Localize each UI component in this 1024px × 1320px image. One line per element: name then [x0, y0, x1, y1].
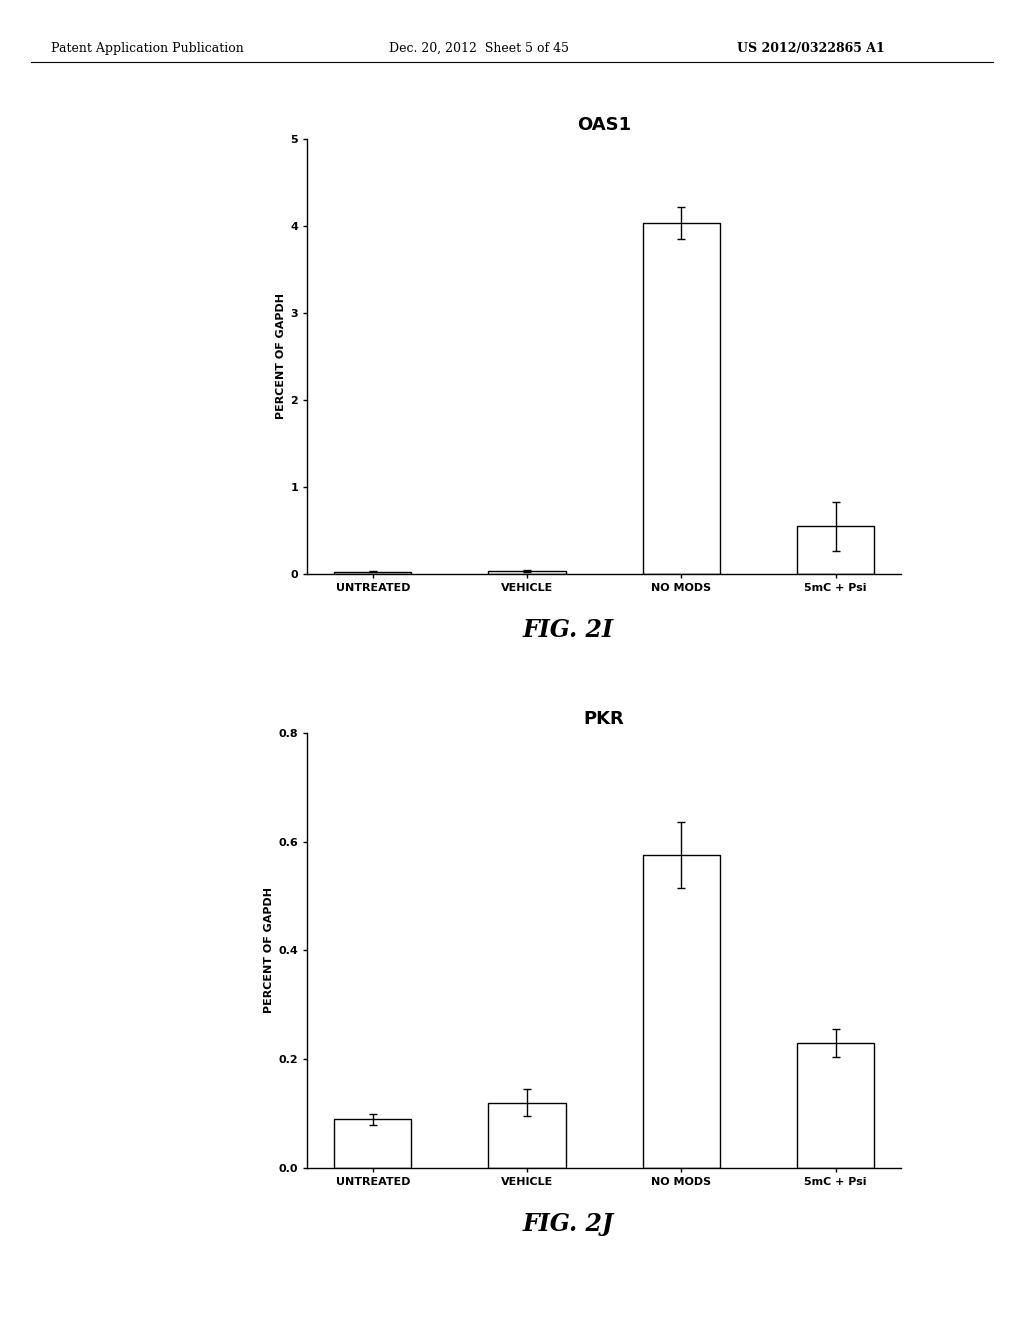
- Bar: [488, 1104, 565, 1168]
- Bar: [643, 855, 720, 1168]
- Bar: [488, 570, 565, 574]
- Bar: [797, 527, 874, 574]
- Bar: [334, 572, 412, 574]
- Y-axis label: PERCENT OF GAPDH: PERCENT OF GAPDH: [276, 293, 286, 420]
- Y-axis label: PERCENT OF GAPDH: PERCENT OF GAPDH: [264, 887, 274, 1014]
- Text: FIG. 2J: FIG. 2J: [523, 1212, 613, 1236]
- Bar: [643, 223, 720, 574]
- Text: Dec. 20, 2012  Sheet 5 of 45: Dec. 20, 2012 Sheet 5 of 45: [389, 42, 569, 55]
- Title: PKR: PKR: [584, 710, 625, 729]
- Text: US 2012/0322865 A1: US 2012/0322865 A1: [737, 42, 885, 55]
- Text: Patent Application Publication: Patent Application Publication: [51, 42, 244, 55]
- Text: FIG. 2I: FIG. 2I: [523, 618, 613, 642]
- Title: OAS1: OAS1: [578, 116, 631, 135]
- Bar: [797, 1043, 874, 1168]
- Bar: [334, 1119, 412, 1168]
